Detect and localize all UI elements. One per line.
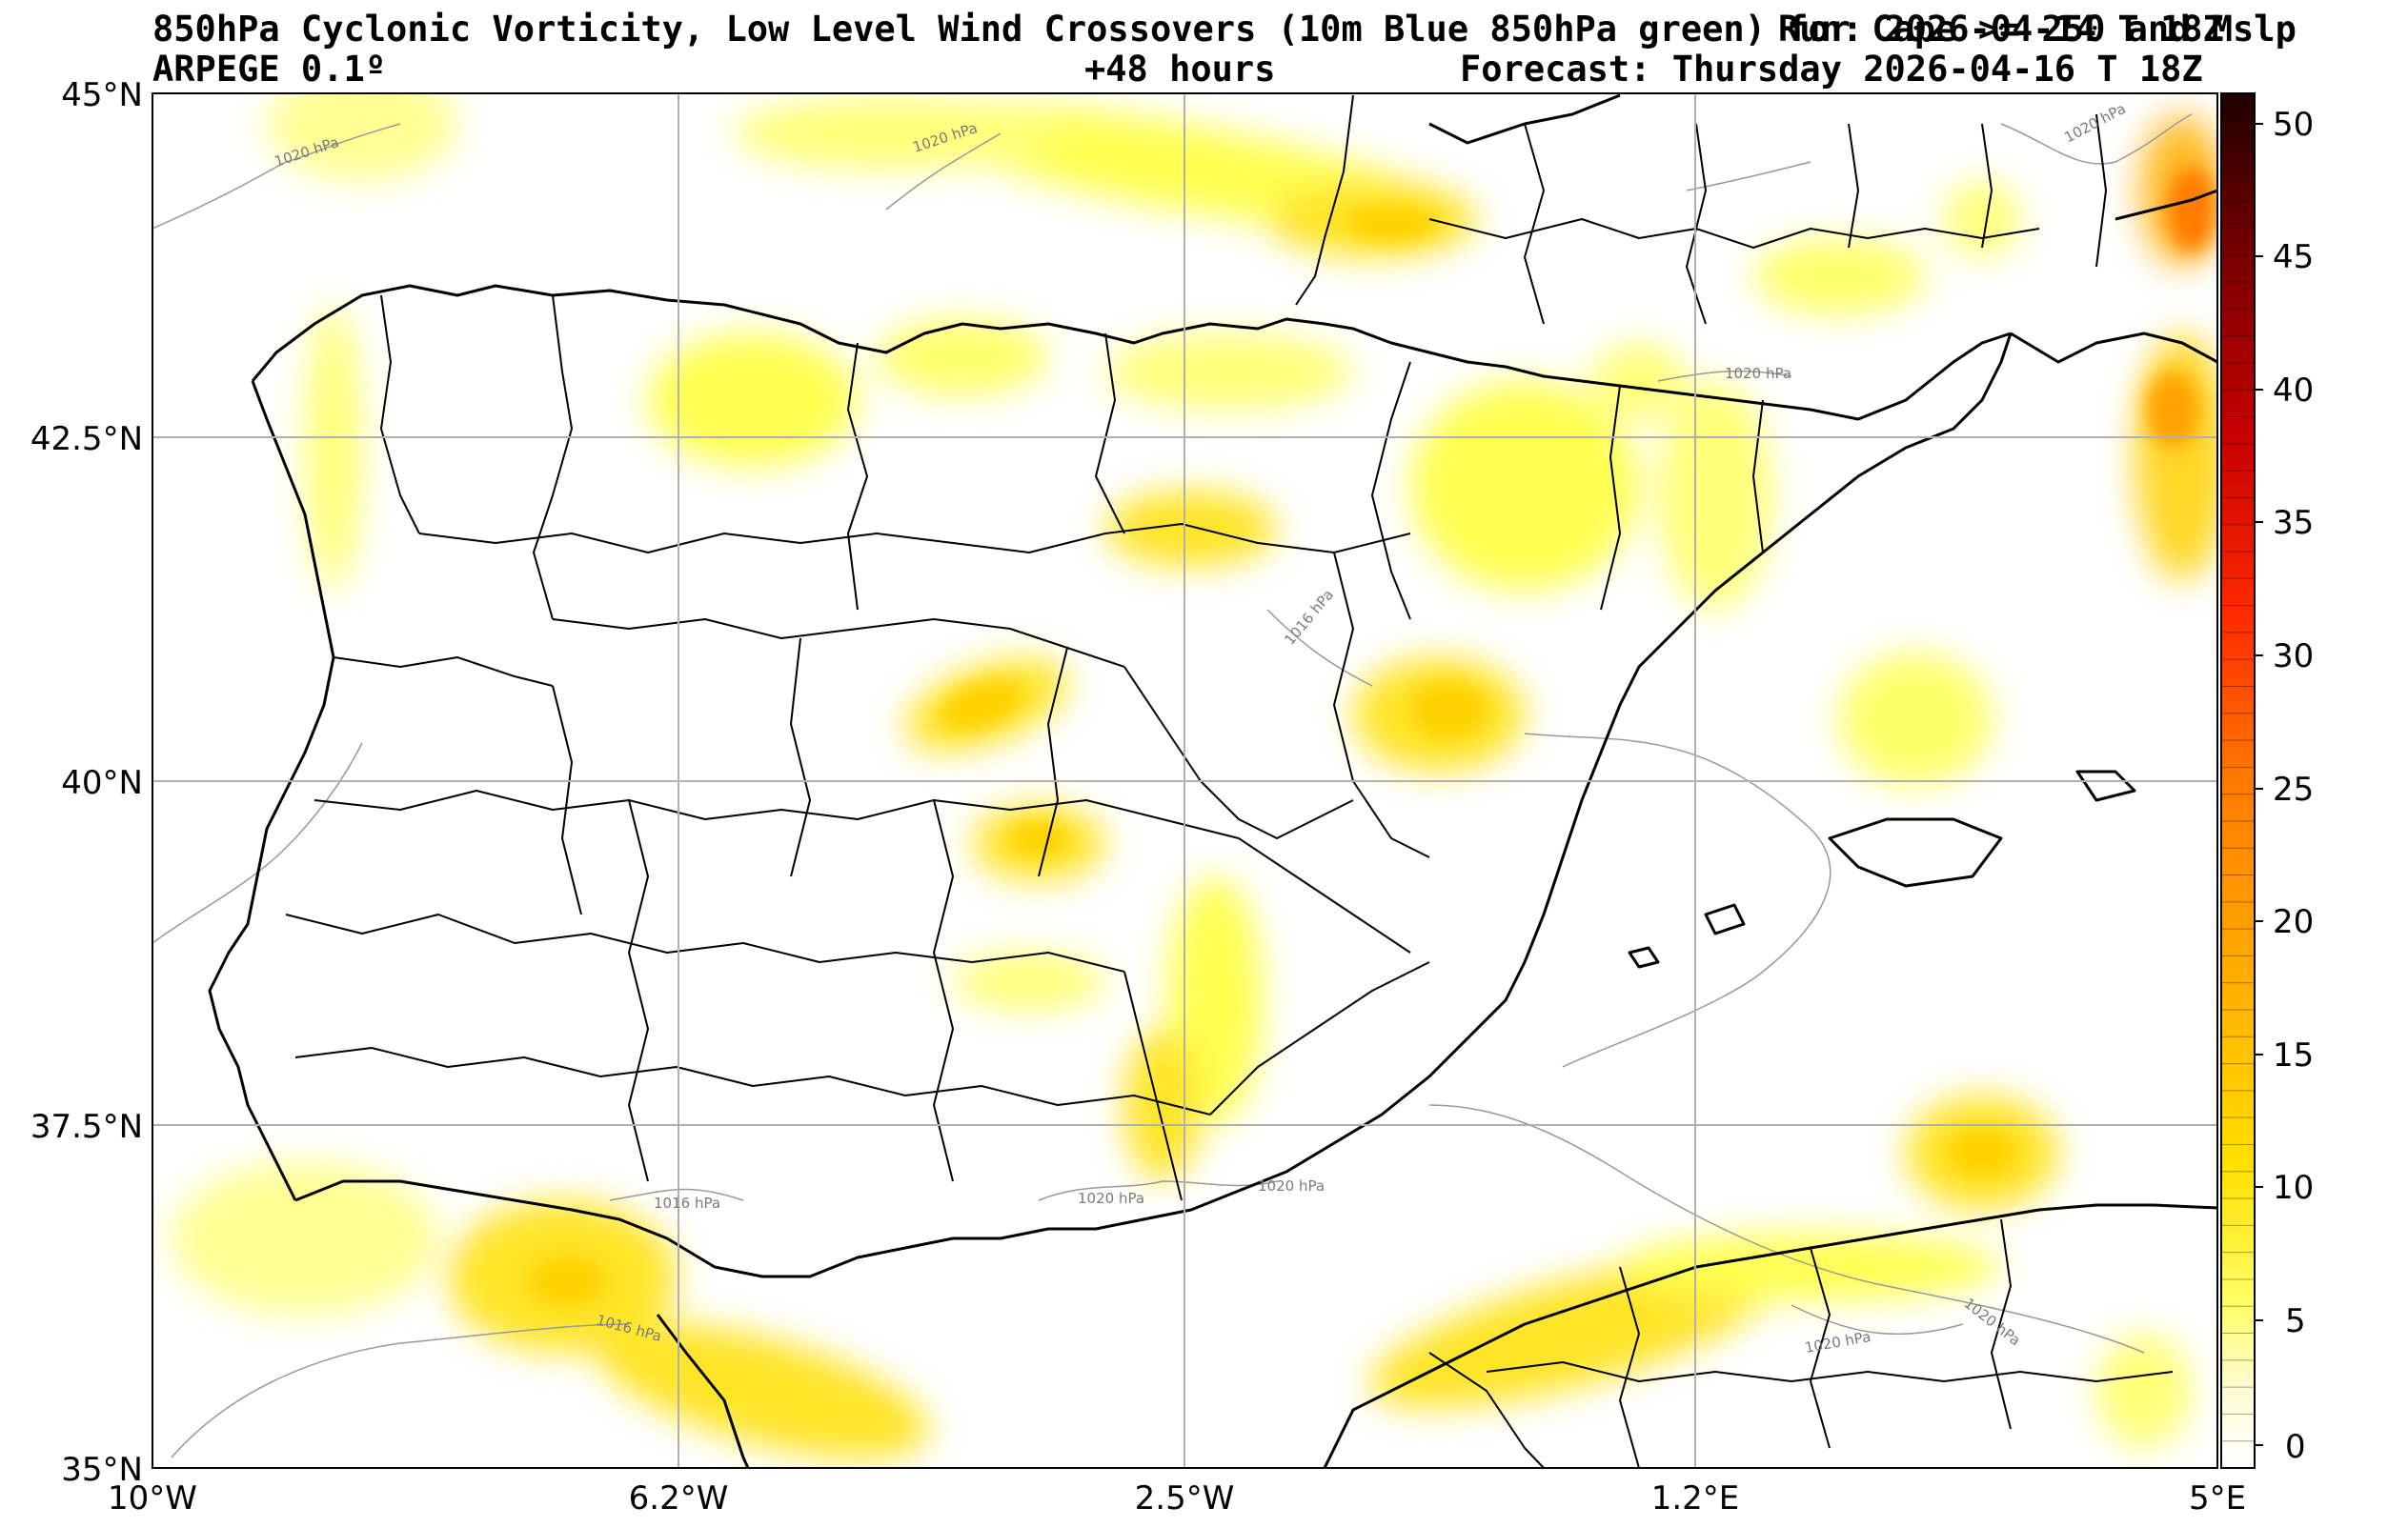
colorbar-tick: 10 [2273,1169,2314,1207]
isobar-label: 1020 hPa [1725,365,1791,382]
colorbar-gradient [2221,93,2255,1468]
colorbar-tick: 35 [2273,504,2314,542]
colorbar: 50 45 40 35 30 25 20 15 10 5 0 [2220,92,2314,1469]
lat-label: 45°N [61,76,143,114]
colorbar-tick: 30 [2273,637,2314,675]
latitude-labels: 45°N 42.5°N 40°N 37.5°N 35°N [30,76,143,1489]
lat-label: 37.5°N [30,1108,143,1146]
colorbar-frame [2220,92,2256,1469]
lon-label: 6.2°W [629,1479,729,1518]
model-name: ARPEGE 0.1º [152,49,387,90]
colorbar-tick: 15 [2273,1036,2314,1075]
lat-label: 35°N [61,1451,143,1489]
colorbar-tick: 25 [2273,771,2314,809]
colorbar-tick: 45 [2273,238,2314,276]
run-time: Run: 2026-04-14 T 18Z [1778,9,2224,50]
colorbar-tick: 0 [2285,1428,2306,1466]
forecast-time: Forecast: Thursday 2026-04-16 T 18Z [1460,49,2203,90]
longitude-labels: 10°W 6.2°W 2.5°W 1.2°E 5°E [108,1479,2246,1518]
colorbar-tick: 20 [2273,903,2314,941]
lon-label: 2.5°W [1135,1479,1235,1518]
lon-label: 5°E [2189,1479,2246,1518]
lat-label: 42.5°N [30,420,143,458]
isobar-label: 1020 hPa [1258,1177,1325,1195]
isobar-label: 1016 hPa [654,1195,720,1212]
graticule [152,93,2217,1468]
lon-label: 1.2°E [1651,1479,1740,1518]
colorbar-tick: 40 [2273,372,2314,410]
map-title: 850hPa Cyclonic Vorticity, Low Level Win… [152,9,2297,50]
region-borders [285,94,2174,1468]
isobar-label: 1020 hPa [1078,1190,1144,1207]
lat-label: 40°N [61,764,143,802]
lead-time: +48 hours [1084,49,1276,90]
lon-label: 10°W [108,1479,197,1518]
vorticity-field [172,93,2217,1458]
colorbar-tick: 5 [2285,1302,2306,1340]
map-frame [152,92,2218,1469]
colorbar-tick: 50 [2273,106,2314,144]
